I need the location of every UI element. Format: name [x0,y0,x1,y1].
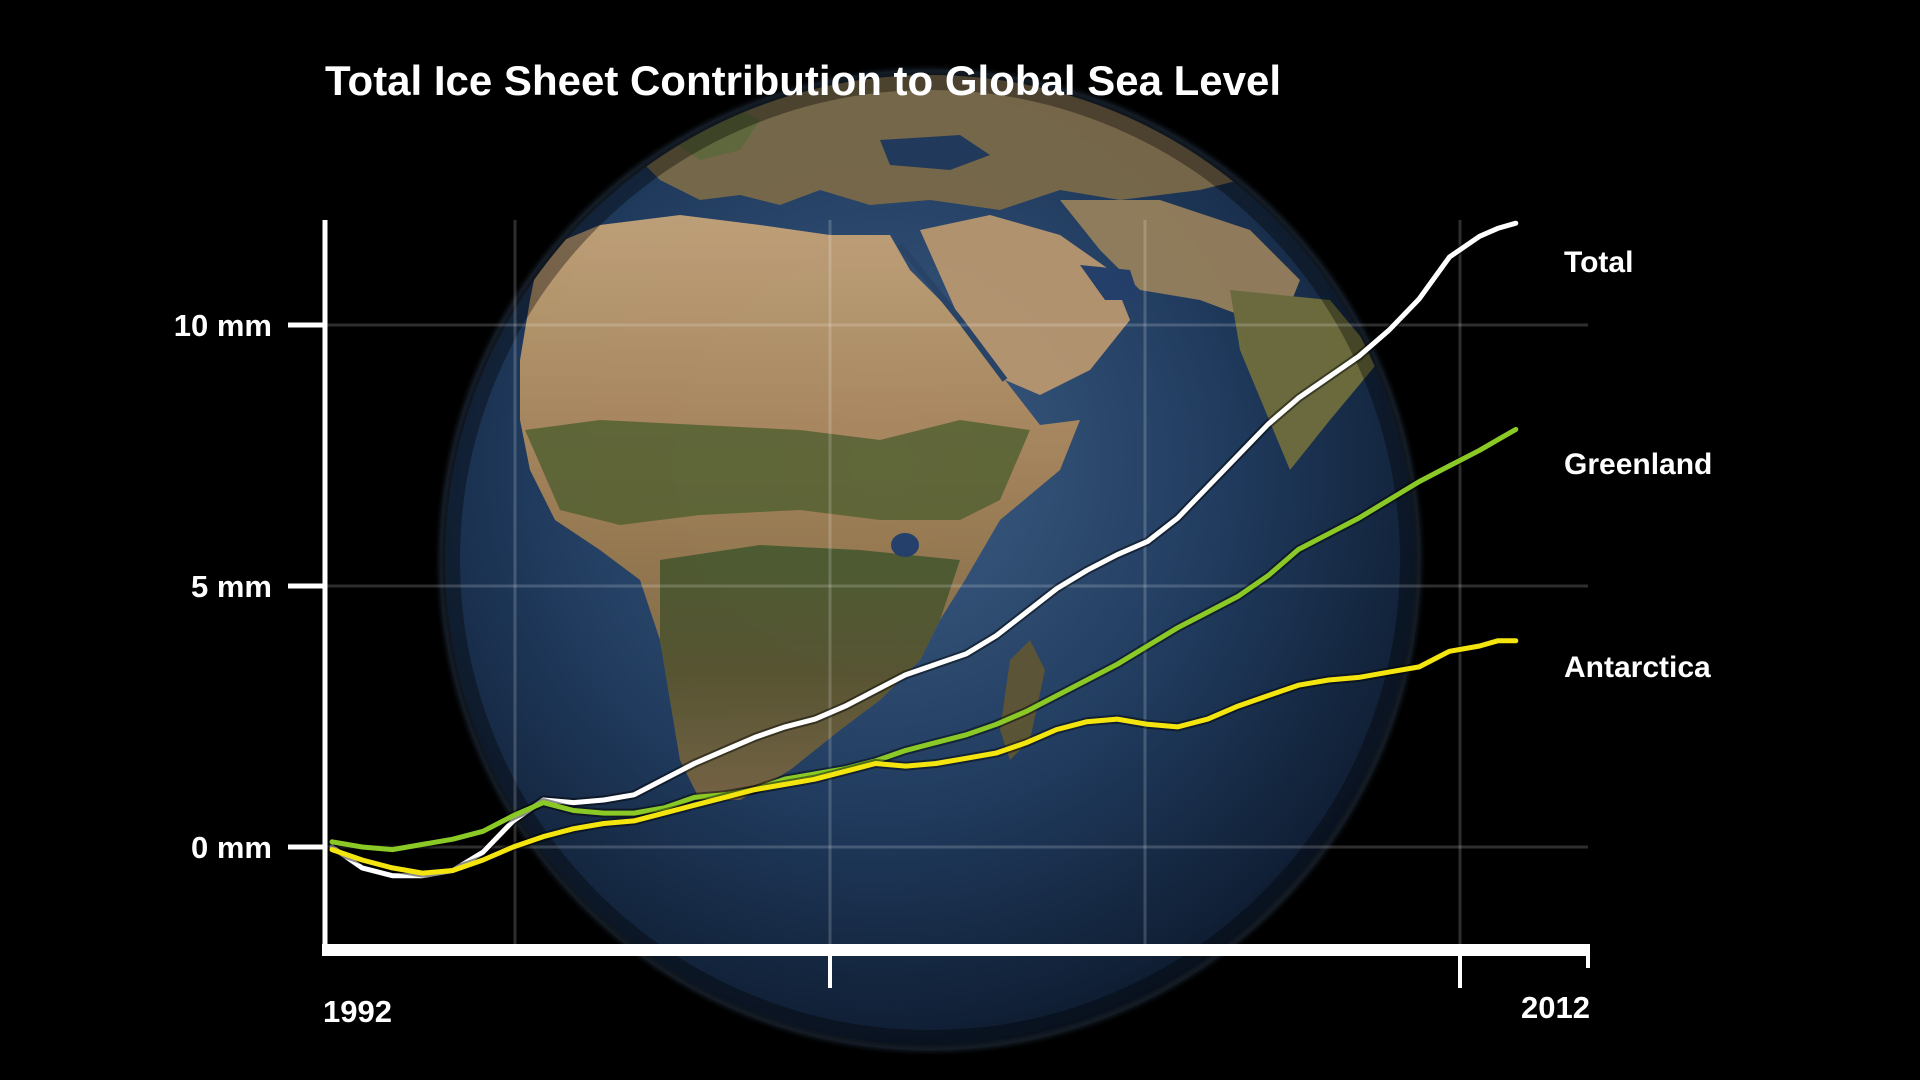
globe-background [430,60,1430,1060]
y-tick-label-0: 0 mm [191,830,272,865]
y-tick-label-1: 5 mm [191,569,272,604]
x-tick-label-1: 2012 [1521,990,1590,1025]
axes [288,220,1590,988]
y-tick-label-2: 10 mm [174,308,272,343]
grid-lines [325,220,1588,950]
series-line-greenland [329,426,1519,853]
legend-label-total: Total [1564,246,1633,279]
x-tick-label-0: 1992 [323,994,392,1029]
legend-label-greenland: Greenland [1564,448,1712,481]
chart-title: Total Ice Sheet Contribution to Global S… [325,57,1281,104]
chart-labels: 0 mm 5 mm 10 mm 1992 2012 Total Greenland Antar… [174,246,1713,1029]
series-lines [327,218,1521,881]
series-line-antarctica [329,638,1519,876]
legend-label-antarctica: Antarctica [1564,651,1711,684]
